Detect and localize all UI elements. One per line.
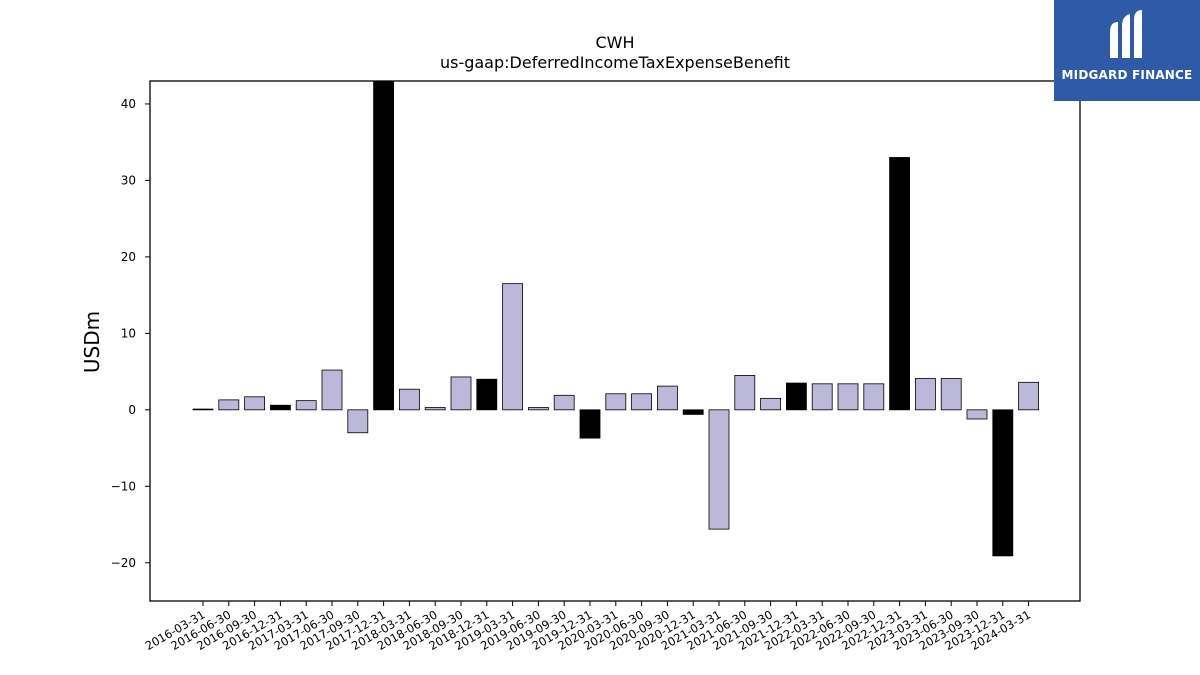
bar — [528, 407, 549, 411]
bars-group — [192, 80, 1039, 557]
y-axis-label: USDm — [80, 311, 104, 373]
bar — [450, 376, 472, 411]
bar — [657, 385, 678, 411]
bar — [321, 369, 343, 411]
bar — [502, 283, 524, 411]
bar — [915, 378, 936, 411]
bar — [1018, 381, 1039, 411]
logo-mark-icon — [1110, 10, 1142, 58]
bar — [244, 396, 266, 411]
bar — [760, 397, 781, 411]
bar — [966, 409, 988, 420]
y-tick-label: 20 — [121, 250, 136, 264]
bar — [889, 157, 910, 411]
bar — [992, 409, 1014, 557]
bar — [734, 375, 756, 411]
bar — [863, 383, 885, 411]
chart-title: CWH — [595, 33, 634, 52]
bar — [786, 382, 807, 411]
bar — [811, 383, 833, 411]
chart-subtitle: us-gaap:DeferredIncomeTaxExpenseBenefit — [440, 53, 790, 72]
y-tick-label: −10 — [111, 479, 136, 493]
bar — [424, 407, 446, 411]
bar — [373, 80, 395, 411]
bar — [398, 388, 420, 411]
y-axis-ticks: −20 −10 0 10 20 30 40 — [111, 97, 150, 570]
y-tick-label: 40 — [121, 97, 136, 111]
logo-text: MIDGARD FINANCE — [1061, 68, 1193, 82]
plot-frame — [149, 80, 1081, 602]
bar — [631, 393, 652, 411]
bar — [708, 409, 730, 530]
y-tick-label: 10 — [121, 326, 136, 340]
bar — [218, 399, 240, 411]
bar — [347, 409, 369, 434]
bar — [682, 409, 704, 415]
bar — [295, 400, 317, 411]
bar — [553, 394, 575, 411]
bar — [605, 393, 627, 411]
bar — [269, 404, 291, 411]
y-tick-label: 0 — [128, 403, 136, 417]
x-axis-ticks: 2016-03-312016-06-302016-09-302016-12-31… — [143, 601, 1033, 653]
bar — [579, 409, 601, 439]
bar — [837, 383, 859, 411]
y-tick-label: −20 — [111, 556, 136, 570]
bar — [476, 378, 498, 411]
y-tick-label: 30 — [121, 173, 136, 187]
bar — [192, 408, 214, 411]
midgard-finance-logo: MIDGARD FINANCE — [1054, 0, 1200, 101]
bar — [940, 378, 962, 411]
